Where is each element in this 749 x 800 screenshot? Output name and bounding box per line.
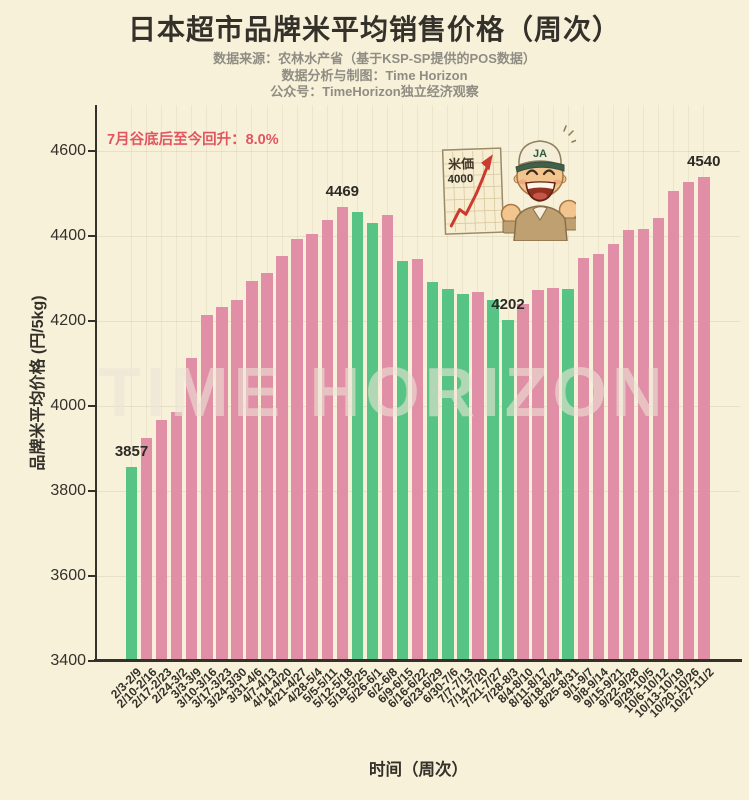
bar-2/24-3/2 (170, 412, 183, 661)
bar-2/10-2/16 (140, 437, 153, 661)
bar-value-label: 3857 (114, 442, 149, 460)
cap-label-text: JA (533, 148, 547, 160)
bar-value-label: 4540 (687, 152, 721, 170)
y-tick-label: 4200 (50, 312, 86, 329)
bar-3/24-3/30 (231, 300, 243, 661)
y-axis-title: 品牌米平均价格 (円/5kg) (30, 295, 47, 471)
bar-8/4-8/10 (517, 304, 529, 661)
bar-4/14-4/20 (276, 255, 288, 661)
subtitle-channel-line: 公众号：TimeHorizon独立经济观察 (270, 84, 479, 99)
x-axis-title: 时间（周次） (369, 761, 468, 779)
bar-4/28-5/4 (306, 233, 318, 661)
y-tick-mark (88, 150, 96, 152)
bar-10/13-10/19 (667, 190, 680, 661)
y-tick-mark (88, 490, 96, 492)
bar-10/6-10/12 (652, 218, 665, 661)
y-tick-label: 3400 (50, 652, 86, 669)
bar-6/16-6/22 (411, 259, 424, 661)
farmer-character: JA (500, 125, 576, 241)
y-tick-mark (88, 405, 96, 407)
bar-8/18-8/24 (547, 287, 559, 661)
trend-annotation: 7月谷底后至今回升：8.0% (107, 132, 279, 148)
y-tick-label: 3800 (50, 482, 86, 499)
bar-7/14-7/20 (472, 292, 484, 661)
bar-value-label: 4469 (325, 182, 360, 200)
bar-3/17-3/23 (216, 307, 228, 661)
bar-10/20-10/26 (682, 182, 695, 661)
bar-9/22-9/28 (622, 230, 635, 661)
bar-6/9-6/15 (396, 260, 409, 661)
bar-6/23-6/29 (426, 281, 439, 661)
bar-7/21-7/27 (487, 299, 499, 661)
y-tick-label: 3600 (50, 567, 86, 584)
bar-9/15-9/21 (607, 244, 620, 661)
v-gridline (176, 105, 178, 659)
bar-9/8-9/14 (592, 253, 605, 661)
bar-8/11-8/17 (532, 289, 544, 661)
bar-5/5-5/11 (321, 219, 334, 661)
bar-3/3-3/9 (185, 357, 198, 661)
y-tick-label: 4600 (50, 142, 86, 159)
chart-subtitle: 数据来源：农林水产省（基于KSP-SP提供的POS数据） 数据分析与制图：Tim… (0, 51, 749, 101)
bar-5/12-5/18 (336, 206, 349, 661)
bar-7/28-8/3 (502, 320, 514, 661)
subtitle-source-line: 数据来源：农林水产省（基于KSP-SP提供的POS数据） (213, 51, 536, 66)
y-tick-mark (88, 660, 96, 662)
mascot-illustration: 米価 4000 JA (441, 125, 576, 241)
bar-5/26-6/1 (366, 222, 379, 661)
h-gridline (97, 235, 740, 237)
bar-6/30-7/6 (442, 289, 454, 661)
bar-8/25-8/31 (562, 288, 574, 661)
page-title: 日本超市品牌米平均销售价格（周次） (127, 14, 621, 45)
y-tick-label: 4400 (50, 227, 86, 244)
bar-9/29-10/5 (637, 229, 650, 661)
x-axis-line (94, 659, 742, 662)
subtitle-author-line: 数据分析与制图：Time Horizon (281, 67, 468, 83)
v-gridline (161, 105, 163, 659)
bar-2/3-2/9 (125, 466, 138, 661)
bar-10/27-11/2 (698, 176, 710, 661)
y-tick-mark (88, 575, 96, 577)
bar-9/1-9/7 (577, 258, 590, 661)
h-gridline (97, 150, 740, 152)
price-sign: 米価 4000 (441, 147, 505, 235)
y-tick-mark (88, 235, 96, 237)
bar-value-label: 4202 (491, 296, 525, 314)
v-gridline (131, 105, 132, 659)
bar-2/17-2/23 (155, 420, 168, 661)
y-axis-line (95, 105, 97, 661)
v-gridline (146, 105, 148, 659)
bar-3/10-3/16 (201, 314, 213, 661)
bar-4/7-4/13 (261, 272, 273, 661)
bar-4/21-4/27 (291, 238, 303, 661)
bar-7/7-7/13 (457, 293, 469, 661)
y-tick-mark (88, 320, 96, 322)
y-tick-label: 4000 (50, 397, 86, 414)
sign-title-text: 米価 (448, 156, 475, 172)
bar-5/19-5/25 (351, 212, 364, 661)
bar-6/2-6/8 (381, 215, 394, 661)
sign-value-text: 4000 (447, 173, 473, 186)
bar-3/31-4/6 (246, 281, 258, 661)
